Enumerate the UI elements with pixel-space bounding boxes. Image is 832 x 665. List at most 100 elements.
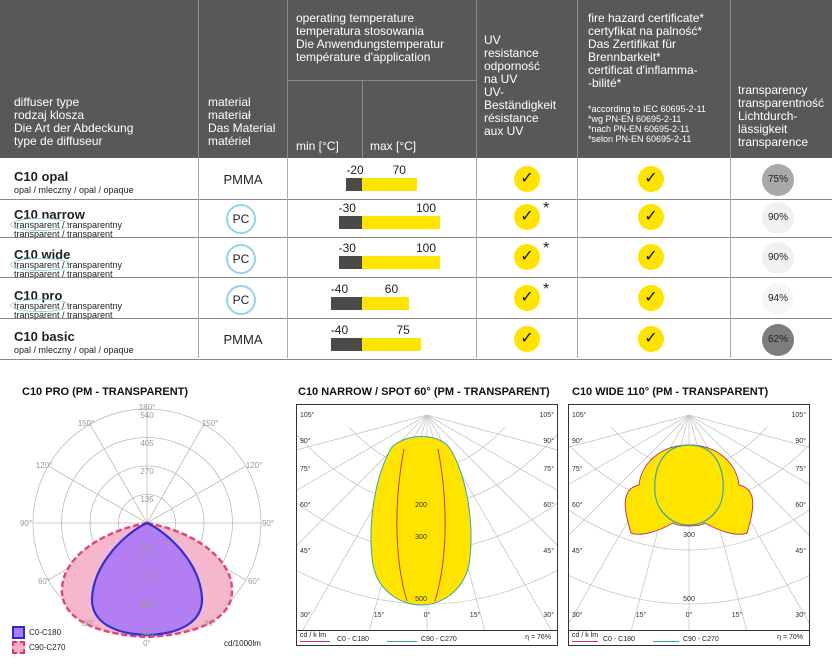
angle-label: 30° bbox=[204, 619, 216, 628]
angle-label: 120° bbox=[36, 461, 53, 470]
header-transparency: transparency transparentność Lichtdurch-… bbox=[738, 83, 825, 149]
max-temp-value: 100 bbox=[416, 201, 437, 215]
table-row: C10 narrow transparent / transparentny tra… bbox=[0, 198, 832, 239]
angle-label-right: 45° bbox=[795, 547, 806, 555]
min-temp-bar bbox=[330, 338, 362, 351]
header-material: material materiał Das Material matériel bbox=[208, 95, 276, 148]
fire-check-icon: ✓ bbox=[638, 285, 664, 311]
uv-check-icon: ✓ bbox=[514, 244, 540, 270]
transparency-value: 94% bbox=[762, 283, 794, 315]
min-temp-value: -20 bbox=[346, 163, 364, 177]
angle-label-left: 60° bbox=[300, 501, 311, 509]
fire-check-icon: ✓ bbox=[638, 244, 664, 270]
min-temp-bar bbox=[330, 297, 362, 310]
angle-label-bottom: 15° bbox=[732, 611, 743, 619]
highlight-ellipse bbox=[10, 218, 70, 231]
fire-check-icon: ✓ bbox=[638, 204, 664, 230]
value-label: 300 bbox=[415, 534, 427, 541]
max-temp-value: 70 bbox=[392, 163, 406, 177]
column-divider bbox=[730, 158, 731, 358]
column-divider bbox=[476, 158, 477, 358]
chart-frame-narrow: 105° 90° 75° 60° 45° 30° 105° 90° 75° 60° 45° 30° 15… bbox=[296, 404, 558, 646]
narrow-legend-teal-line bbox=[387, 641, 417, 642]
angle-label: 150° bbox=[202, 419, 219, 428]
angle-label-bottom: 0° bbox=[686, 611, 693, 619]
min-temp-bar bbox=[346, 178, 362, 191]
product-name: C10 opal bbox=[14, 169, 69, 184]
chart-frame-wide: 105° 90° 75° 60° 45° 30° 105° 90° 75° 60° 45° 30° 15… bbox=[568, 404, 810, 646]
product-name: C10 basic bbox=[14, 329, 75, 344]
transparency-value: 75% bbox=[762, 164, 794, 196]
radial-value-label: 135 bbox=[140, 495, 154, 504]
angle-label-right: 45° bbox=[543, 547, 554, 555]
header-fire-certificate: fire hazard certificate* certyfikat na p… bbox=[588, 11, 705, 90]
uv-check-icon: ✓ bbox=[514, 326, 540, 352]
angle-label-bottom: 15° bbox=[374, 611, 385, 619]
wide-footer: cd / k lm C0 - C180 C90 - C270 η = 70% bbox=[569, 630, 809, 646]
transparency-value: 62% bbox=[762, 324, 794, 356]
min-temp-value: -40 bbox=[330, 323, 349, 337]
uv-star: * bbox=[543, 200, 550, 217]
radial-value-label: 540 bbox=[140, 629, 154, 638]
material-value: PC bbox=[226, 204, 256, 234]
table-header: diffuser type rodzaj klosza Die Art der … bbox=[0, 0, 832, 158]
header-max-temp: max [°C] bbox=[370, 139, 417, 153]
angle-label-left: 105° bbox=[300, 411, 315, 419]
angle-label-left: 75° bbox=[572, 465, 583, 473]
angle-label-left: 90° bbox=[572, 437, 583, 445]
row-divider bbox=[0, 237, 832, 238]
material-value: PC bbox=[226, 285, 256, 315]
legend-c90-c270: C90-C270 bbox=[12, 641, 65, 654]
wide-c0-c180-curve bbox=[654, 444, 724, 526]
row-divider bbox=[0, 199, 832, 200]
wide-legend-red-line bbox=[572, 641, 598, 642]
angle-label-right: 90° bbox=[543, 437, 554, 445]
angle-label-right: 75° bbox=[795, 465, 806, 473]
legend-c0-c180: C0-C180 bbox=[12, 626, 61, 639]
product-sub-2: transparent / transparent bbox=[14, 229, 113, 239]
header-diffuser-type: diffuser type rodzaj klosza Die Art der … bbox=[14, 95, 134, 148]
angle-label-left: 30° bbox=[300, 611, 311, 619]
max-temp-bar bbox=[362, 216, 440, 229]
c0-c180-curve bbox=[90, 521, 204, 637]
angle-label: 0° bbox=[143, 639, 151, 648]
value-label: 300 bbox=[683, 532, 695, 539]
row-divider bbox=[0, 318, 832, 319]
uv-check-icon: ✓ bbox=[514, 285, 540, 311]
column-divider bbox=[198, 158, 199, 358]
angle-label-right: 30° bbox=[795, 611, 806, 619]
highlight-ellipse bbox=[10, 258, 70, 271]
header-min-temp: min [°C] bbox=[296, 139, 339, 153]
highlight-ellipse bbox=[10, 299, 70, 312]
legend-swatch-pink bbox=[12, 641, 25, 654]
angle-label-right: 90° bbox=[795, 437, 806, 445]
material-value: PC bbox=[226, 244, 256, 274]
radial-value-label: 270 bbox=[140, 573, 154, 582]
row-divider bbox=[0, 277, 832, 278]
angle-label: 90° bbox=[20, 519, 32, 528]
angle-label: 120° bbox=[246, 461, 263, 470]
max-temp-bar bbox=[362, 338, 421, 351]
min-temp-value: -30 bbox=[338, 201, 356, 215]
max-temp-value: 75 bbox=[396, 323, 410, 337]
uv-star: * bbox=[543, 281, 550, 298]
product-sub-1: opal / mleczny / opal / opaque bbox=[14, 345, 134, 355]
row-divider bbox=[0, 359, 832, 360]
value-label: 200 bbox=[415, 502, 427, 509]
polar-chart-narrow: 105° 90° 75° 60° 45° 30° 105° 90° 75° 60° 45° 30° 15… bbox=[297, 411, 557, 631]
radial-value-label: 135 bbox=[140, 545, 154, 554]
angle-label-bottom: 0° bbox=[424, 611, 431, 619]
angle-label: 60° bbox=[248, 577, 260, 586]
header-uv-resistance: UV resistance odporność na UV UV- Bestän… bbox=[484, 33, 557, 138]
radial-value-label: 405 bbox=[140, 439, 154, 448]
chart-title-narrow: C10 NARROW / SPOT 60° (PM - TRANSPARENT) bbox=[298, 386, 550, 398]
transparency-value: 90% bbox=[762, 202, 794, 234]
angle-label: 30° bbox=[82, 619, 94, 628]
column-divider bbox=[577, 158, 578, 358]
angle-label-right: 75° bbox=[543, 465, 554, 473]
uv-star: * bbox=[543, 240, 550, 257]
value-label: 500 bbox=[683, 596, 695, 603]
polar-chart-pro: 180° 150° 150° 120° 120° 90° 90° 60° 60° 30° 30° 0°… bbox=[20, 403, 274, 648]
wide-legend-teal-line bbox=[653, 641, 679, 642]
fire-check-icon: ✓ bbox=[638, 326, 664, 352]
